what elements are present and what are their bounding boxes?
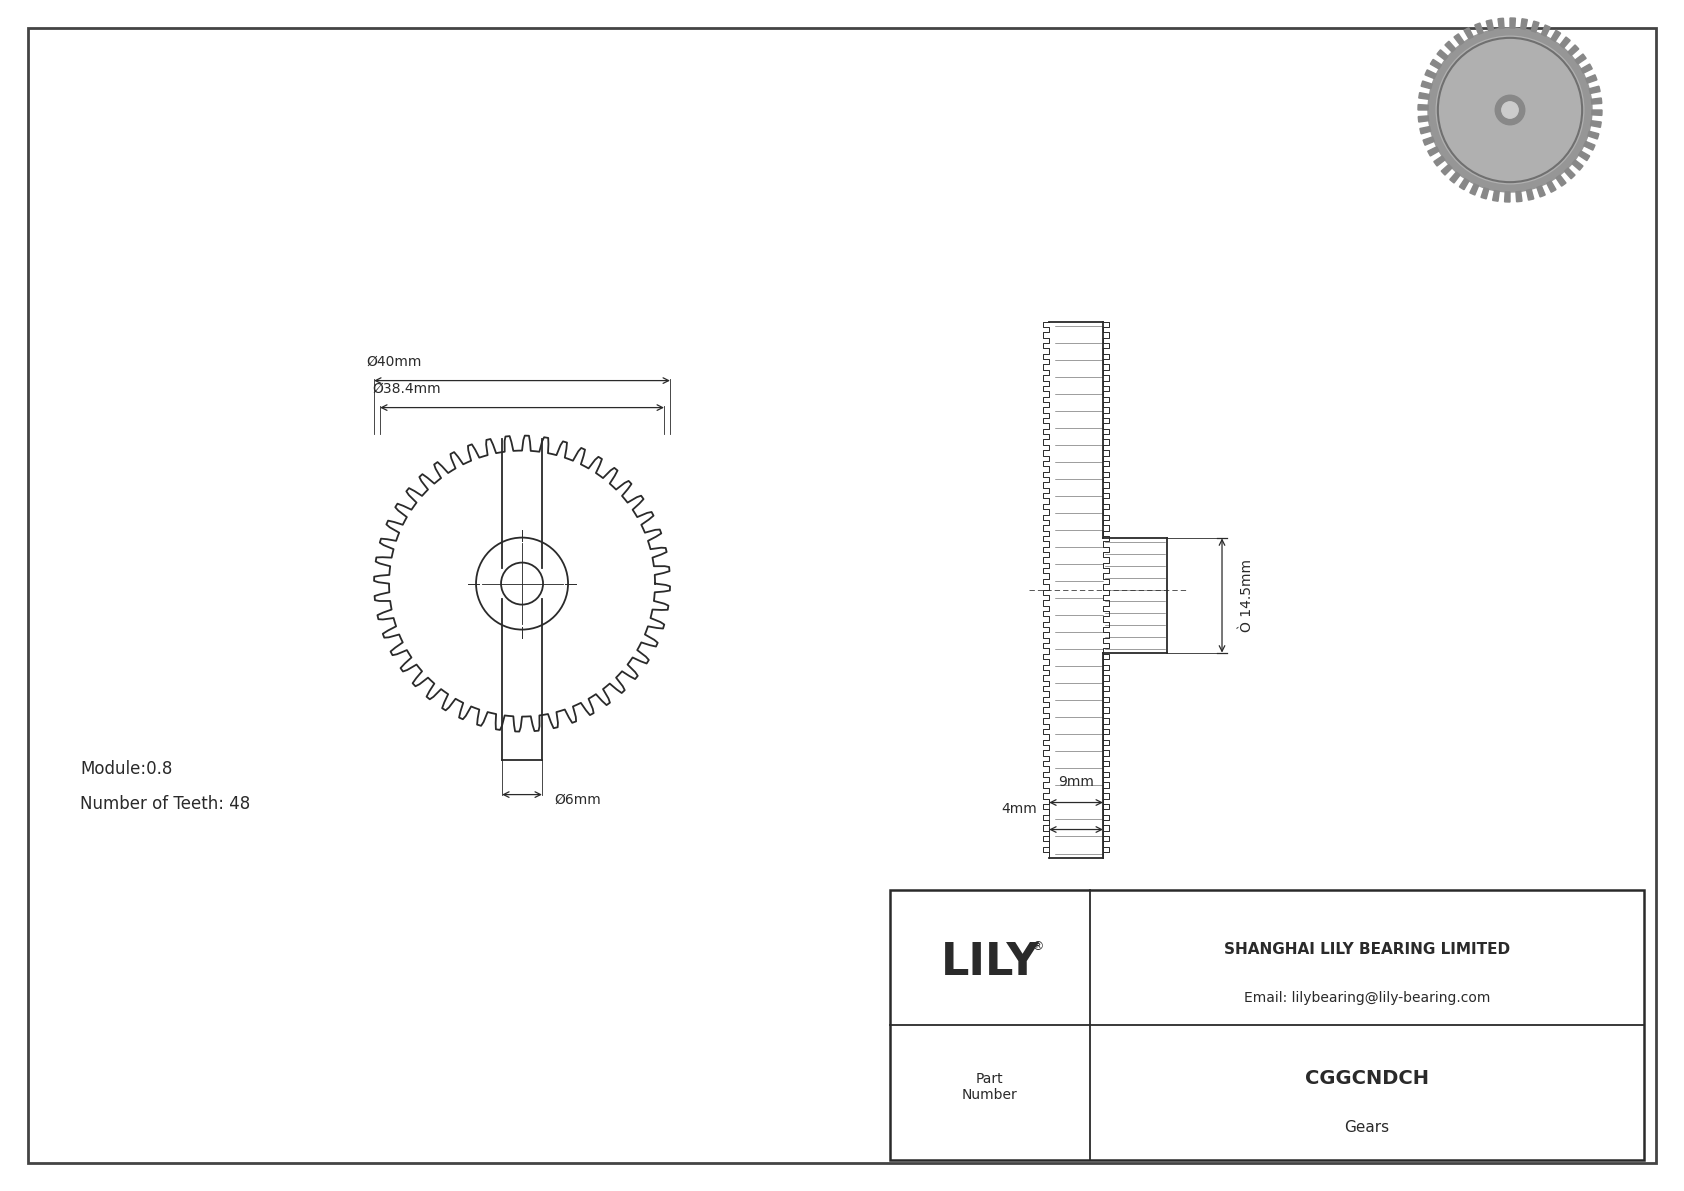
Wedge shape — [1463, 27, 1474, 39]
Circle shape — [1436, 36, 1583, 183]
Wedge shape — [1541, 25, 1551, 36]
Wedge shape — [1583, 142, 1595, 150]
Wedge shape — [1442, 164, 1452, 175]
Text: Gears: Gears — [1344, 1120, 1389, 1135]
Wedge shape — [1511, 18, 1516, 29]
Wedge shape — [1575, 54, 1586, 64]
Text: Number of Teeth: 48: Number of Teeth: 48 — [81, 796, 251, 813]
Wedge shape — [1591, 110, 1601, 116]
Circle shape — [1495, 95, 1524, 125]
Wedge shape — [1521, 19, 1527, 30]
Wedge shape — [1591, 98, 1601, 104]
Text: Ø40mm: Ø40mm — [365, 355, 421, 368]
Wedge shape — [1581, 64, 1593, 74]
Circle shape — [1502, 101, 1519, 118]
Text: SHANGHAI LILY BEARING LIMITED: SHANGHAI LILY BEARING LIMITED — [1224, 942, 1511, 956]
Text: Ø6mm: Ø6mm — [554, 792, 601, 806]
Wedge shape — [1470, 183, 1479, 195]
Wedge shape — [1568, 45, 1580, 56]
Text: Part
Number: Part Number — [962, 1072, 1017, 1102]
Wedge shape — [1571, 160, 1583, 170]
Text: ®: ® — [1032, 941, 1044, 954]
Wedge shape — [1433, 156, 1445, 166]
Wedge shape — [1590, 120, 1601, 127]
Wedge shape — [1499, 18, 1504, 29]
Wedge shape — [1460, 179, 1468, 189]
Text: CGGCNDCH: CGGCNDCH — [1305, 1070, 1430, 1089]
Wedge shape — [1504, 192, 1511, 202]
Wedge shape — [1526, 189, 1534, 200]
Text: 9mm: 9mm — [1058, 774, 1095, 788]
Wedge shape — [1480, 188, 1489, 199]
Text: Ò 14.5mm: Ò 14.5mm — [1239, 559, 1255, 632]
Wedge shape — [1564, 168, 1575, 179]
Text: Ø38.4mm: Ø38.4mm — [372, 381, 441, 395]
Wedge shape — [1559, 37, 1569, 48]
Wedge shape — [1586, 75, 1596, 83]
Wedge shape — [1487, 20, 1494, 31]
Text: LILY: LILY — [941, 941, 1039, 985]
Wedge shape — [1425, 70, 1436, 79]
Wedge shape — [1475, 23, 1484, 35]
Circle shape — [1428, 29, 1591, 192]
Wedge shape — [1588, 131, 1598, 139]
Wedge shape — [1430, 60, 1442, 69]
Wedge shape — [1445, 42, 1455, 52]
Wedge shape — [1492, 191, 1499, 201]
Bar — [891, 890, 1644, 1160]
Wedge shape — [1546, 181, 1556, 192]
Wedge shape — [1590, 86, 1600, 93]
Wedge shape — [1537, 186, 1546, 197]
Wedge shape — [1551, 30, 1561, 42]
Text: Module:0.8: Module:0.8 — [81, 760, 172, 778]
Wedge shape — [1450, 172, 1460, 183]
Wedge shape — [1421, 81, 1431, 89]
Wedge shape — [1453, 33, 1463, 45]
Wedge shape — [1418, 105, 1428, 110]
Text: Email: lilybearing@lily-bearing.com: Email: lilybearing@lily-bearing.com — [1244, 991, 1490, 1005]
Wedge shape — [1420, 126, 1431, 133]
Wedge shape — [1556, 175, 1566, 186]
Wedge shape — [1436, 50, 1448, 60]
Wedge shape — [1578, 151, 1590, 161]
Wedge shape — [1428, 146, 1440, 156]
Wedge shape — [1423, 137, 1435, 145]
Wedge shape — [1531, 21, 1539, 32]
Wedge shape — [1420, 93, 1430, 99]
Wedge shape — [1418, 116, 1428, 121]
Wedge shape — [1516, 192, 1522, 201]
Text: 4mm: 4mm — [1002, 802, 1037, 816]
